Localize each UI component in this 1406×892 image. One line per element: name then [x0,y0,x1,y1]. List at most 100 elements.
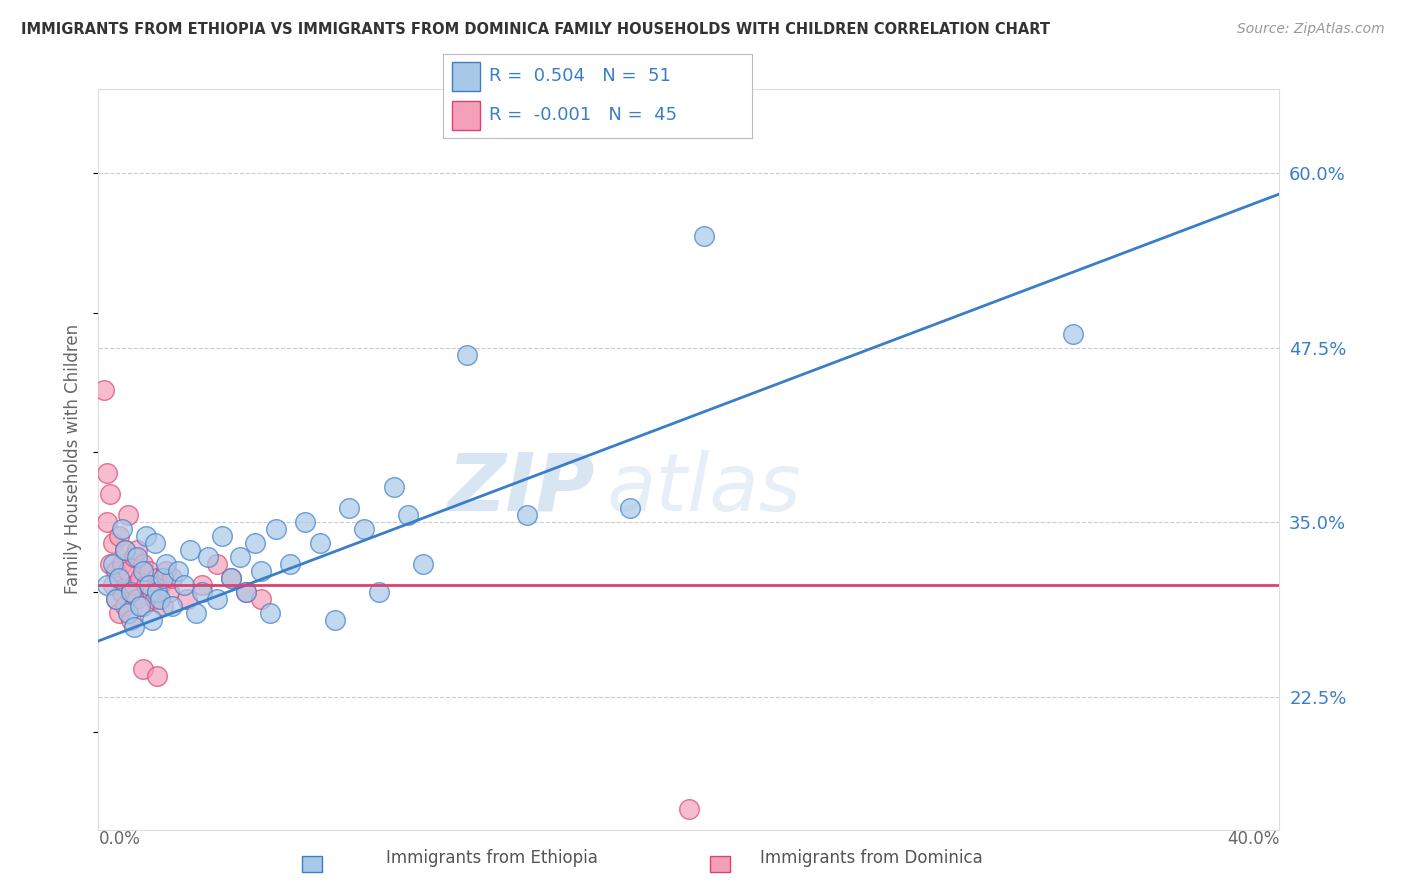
Point [105,592,128,607]
Y-axis label: Family Households with Children: Family Households with Children [65,325,83,594]
Point [197,550,219,565]
Point [111,585,134,599]
Point [120,585,142,599]
Point [235,585,257,599]
Point [135,529,157,543]
Point [135,578,157,592]
Point [152,599,174,613]
Point [155,564,177,578]
Text: 40.0%: 40.0% [1227,830,1279,847]
Point [96,578,118,592]
Point [264,522,287,536]
Point [162,599,183,613]
Text: atlas: atlas [606,450,801,528]
Point [693,228,716,243]
Point [125,550,148,565]
Point [309,536,332,550]
Point [146,571,169,585]
Point [96,515,118,529]
Point [138,564,160,578]
Point [132,662,155,676]
Point [132,557,155,571]
Point [141,613,163,627]
Point [132,564,155,578]
Point [382,480,405,494]
Point [122,550,145,565]
Text: Immigrants from Ethiopia: Immigrants from Ethiopia [387,849,598,867]
Point [103,536,125,550]
Point [211,529,233,543]
Point [250,564,273,578]
Point [149,592,172,607]
Point [323,613,346,627]
Point [122,620,145,634]
Point [184,606,207,620]
Point [280,557,302,571]
Point [339,501,361,516]
FancyBboxPatch shape [453,101,479,130]
Point [117,508,139,523]
Point [103,557,125,571]
Point [128,599,150,613]
Point [125,592,148,607]
Point [108,606,131,620]
Point [108,529,131,543]
Point [157,585,180,599]
Point [176,592,198,607]
Point [205,592,228,607]
Point [138,578,160,592]
Point [155,557,177,571]
Point [229,550,252,565]
Point [205,557,228,571]
Point [141,585,163,599]
Point [146,585,169,599]
Point [108,571,131,585]
Point [98,557,121,571]
Point [111,522,134,536]
Point [105,564,128,578]
Point [191,578,214,592]
Point [128,571,150,585]
Point [117,564,139,578]
Point [243,536,266,550]
Point [259,606,281,620]
Point [1062,326,1084,341]
Point [98,487,121,501]
Point [250,592,273,607]
Point [143,536,166,550]
Text: 0.0%: 0.0% [98,830,141,847]
Point [117,606,139,620]
Point [96,467,118,481]
Point [152,571,174,585]
Point [111,557,134,571]
Point [167,564,190,578]
Point [114,543,136,558]
Point [457,348,479,362]
Point [162,571,183,585]
Text: R =  0.504   N =  51: R = 0.504 N = 51 [489,68,671,86]
Point [125,543,148,558]
Point [149,578,172,592]
Point [294,515,316,529]
Point [120,613,142,627]
Text: Source: ZipAtlas.com: Source: ZipAtlas.com [1237,22,1385,37]
Point [235,585,257,599]
Point [191,585,214,599]
Text: IMMIGRANTS FROM ETHIOPIA VS IMMIGRANTS FROM DOMINICA FAMILY HOUSEHOLDS WITH CHIL: IMMIGRANTS FROM ETHIOPIA VS IMMIGRANTS F… [21,22,1050,37]
Text: Immigrants from Dominica: Immigrants from Dominica [761,849,983,867]
FancyBboxPatch shape [453,62,479,91]
Point [120,585,142,599]
Point [412,557,434,571]
Point [93,383,115,397]
Point [146,669,169,683]
Point [353,522,375,536]
Text: R =  -0.001   N =  45: R = -0.001 N = 45 [489,106,678,124]
Point [619,501,641,516]
Point [132,599,155,613]
Point [173,578,195,592]
Point [114,543,136,558]
Point [179,543,201,558]
Point [105,592,128,607]
Point [516,508,538,523]
Point [114,599,136,613]
